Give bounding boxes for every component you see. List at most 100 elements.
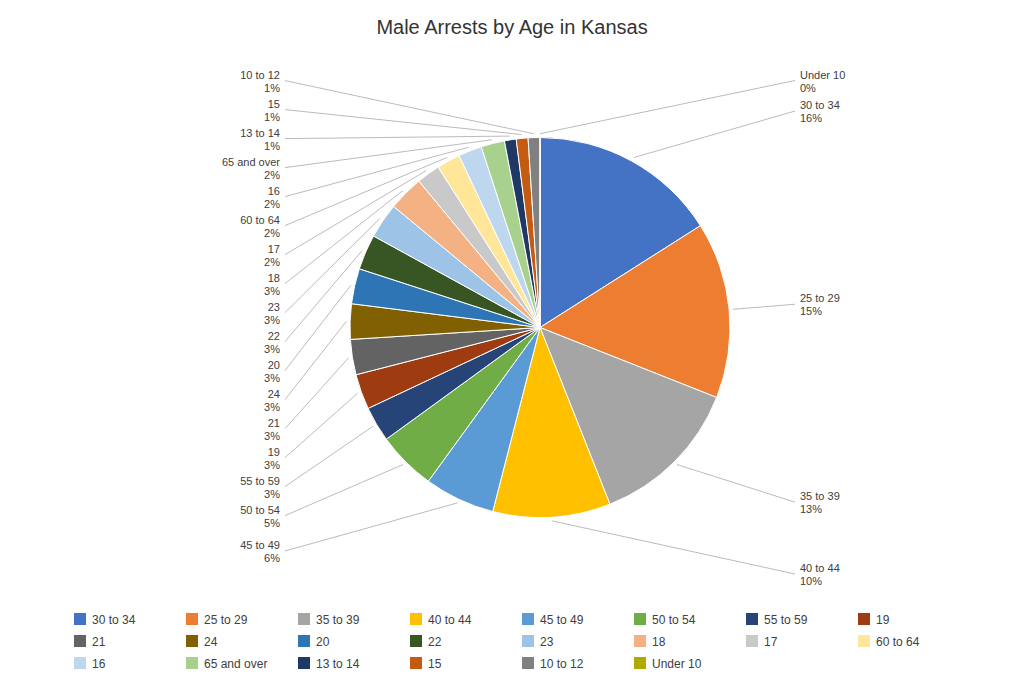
data-label-value: 3% [264,401,280,413]
data-label-value: 1% [264,111,280,123]
legend-label: 24 [204,635,218,649]
legend-swatch [74,635,86,647]
data-label: 10 to 121% [240,69,280,94]
data-label: 243% [264,388,280,413]
data-label: 213% [264,417,280,442]
legend-label: 50 to 54 [652,613,696,627]
legend-swatch [858,635,870,647]
legend-swatch [410,657,422,669]
leader-line [285,465,403,516]
legend-label: 21 [92,635,106,649]
legend-label: 55 to 59 [764,613,808,627]
legend-swatch [746,635,758,647]
data-labels: 10 to 121%151%13 to 141%65 and over2%162… [222,69,845,588]
data-label-category: 16 [268,185,280,197]
legend-swatch [186,613,198,625]
legend-label: 10 to 12 [540,657,584,671]
data-label-value: 16% [800,112,822,124]
leader-line [285,219,380,313]
leader-line [285,147,469,196]
legend-swatch [522,613,534,625]
data-label-value: 6% [264,552,280,564]
data-label-category: 35 to 39 [800,490,840,502]
data-label-value: 15% [800,305,822,317]
data-label-category: 23 [268,301,280,313]
legend-label: 60 to 64 [876,635,920,649]
data-label-value: 3% [264,285,280,297]
data-label-value: 0% [800,82,816,94]
legend-label: 17 [764,635,778,649]
title: Male Arrests by Age in Kansas [376,16,647,38]
leader-line [285,393,358,457]
leader-line [285,503,457,551]
leader-line [677,465,795,503]
legend-swatch [74,613,86,625]
data-label-category: 17 [268,243,280,255]
data-label-category: 45 to 49 [240,539,280,551]
leader-line [552,521,795,574]
page: {"chart_data": {"type": "pie", "title": … [0,0,1024,683]
data-label: 183% [264,272,280,297]
legend-swatch [186,635,198,647]
legend-swatch [522,635,534,647]
data-label-category: 65 and over [222,156,280,168]
legend-swatch [298,635,310,647]
leader-line [285,136,510,139]
data-label: 203% [264,359,280,384]
data-label-category: 20 [268,359,280,371]
data-label-value: 3% [264,430,280,442]
data-label-value: 3% [264,488,280,500]
data-label: Under 100% [800,69,845,94]
legend-label: 19 [876,613,890,627]
legend-swatch [410,635,422,647]
legend-label: 16 [92,657,106,671]
legend-swatch [634,635,646,647]
legend-swatch [186,657,198,669]
legend-swatch [746,613,758,625]
data-label-category: 10 to 12 [240,69,280,81]
data-label-value: 3% [264,343,280,355]
data-label: 45 to 496% [240,539,280,564]
legend-swatch [522,657,534,669]
data-label-value: 1% [264,140,280,152]
legend-swatch [74,657,86,669]
legend-label: 23 [540,635,554,649]
leader-line [285,190,403,283]
legend-swatch [634,613,646,625]
legend-label: Under 10 [652,657,702,671]
data-label-category: Under 10 [800,69,845,81]
leader-line [285,426,373,486]
data-label-category: 55 to 59 [240,475,280,487]
legend: 30 to 3425 to 2935 to 3940 to 4445 to 49… [74,613,920,671]
data-label-value: 2% [264,198,280,210]
data-label: 50 to 545% [240,504,280,529]
slice [516,138,540,328]
data-label: 55 to 593% [240,475,280,500]
data-label: 172% [264,243,280,268]
data-label-category: 13 to 14 [240,127,280,139]
data-label-category: 22 [268,330,280,342]
data-label-value: 2% [264,227,280,239]
chart: Male Arrests by Age in Kansas10 to 121%1… [0,0,1024,683]
legend-label: 45 to 49 [540,613,584,627]
legend-label: 13 to 14 [316,657,360,671]
legend-swatch [410,613,422,625]
legend-swatch [298,613,310,625]
slice [540,138,541,328]
leader-line [285,81,534,134]
legend-label: 18 [652,635,666,649]
data-label-value: 3% [264,459,280,471]
leader-line [540,81,795,134]
data-label: 65 and over2% [222,156,280,181]
slices [350,137,730,517]
legend-label: 25 to 29 [204,613,248,627]
leader-line [285,140,492,168]
data-label-value: 13% [800,503,822,515]
data-label-category: 25 to 29 [800,292,840,304]
data-label-category: 18 [268,272,280,284]
data-label-value: 2% [264,169,280,181]
data-label-category: 60 to 64 [240,214,280,226]
data-label-value: 1% [264,82,280,94]
data-label-value: 2% [264,256,280,268]
legend-label: 35 to 39 [316,613,360,627]
